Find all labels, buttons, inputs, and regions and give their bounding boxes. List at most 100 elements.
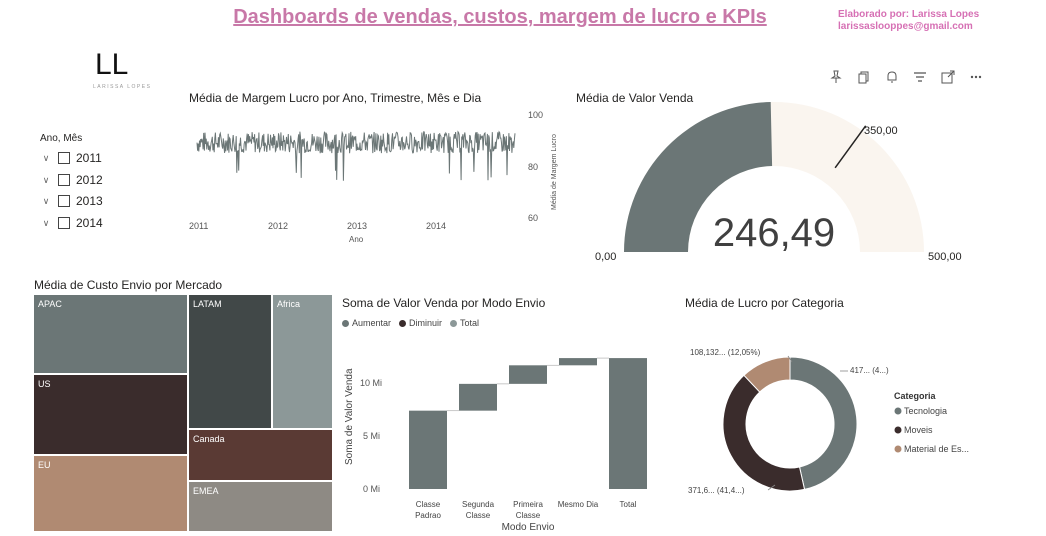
donut-data-label: 371,6... (41,4...) [688,486,745,495]
author-info: Elaborado por: Larissa Lopes larissasloo… [838,9,979,33]
logo-mark: LL [95,48,128,81]
treemap-cell-africa[interactable]: Africa [273,295,334,430]
waterfall-bar[interactable] [509,365,547,384]
legend-label: Diminuir [409,318,443,328]
treemap-cell-canada[interactable]: Canada [189,430,334,482]
leader-line [787,355,793,363]
treemap-label: LATAM [193,299,222,309]
logo: LL LARISSA LOPES [85,36,155,92]
dashboard-title: Dashboards de vendas, custos, margem de … [233,6,767,28]
donut-chart[interactable]: 108,132... (12,05%) 417... (4...) 371,6.… [680,340,1046,510]
slicer-item-label: 2014 [76,216,103,230]
expand-icon[interactable] [940,70,956,86]
filter-icon[interactable] [912,70,928,86]
chevron-down-icon[interactable]: ∨ [42,152,50,163]
checkbox[interactable] [58,174,70,186]
donut-legend-item[interactable]: Tecnologia [904,406,947,416]
waterfall-bar[interactable] [609,358,647,489]
waterfall-bar[interactable] [409,410,447,489]
gauge-chart[interactable]: 246,49 0,00 500,00 350,00 [590,100,990,270]
waterfall-legend: Aumentar Diminuir Total [342,318,479,328]
bell-icon[interactable] [884,70,900,86]
checkbox[interactable] [58,217,70,229]
x-tick: Mesmo Dia [558,500,599,509]
legend-item-diminuir[interactable]: Diminuir [399,318,442,328]
logo-ring-text: LARISSA LOPES [93,84,151,90]
visual-toolbar [828,70,984,86]
line-chart-title: Média de Margem Lucro por Ano, Trimestre… [189,91,482,105]
legend-label: Aumentar [352,318,392,328]
donut-legend-title: Categoria [894,391,937,401]
legend-dot [450,319,458,327]
treemap-cell-us[interactable]: US [34,375,189,456]
treemap-label: Canada [193,434,225,444]
waterfall-bar[interactable] [459,383,497,411]
x-tick: Total [620,500,637,509]
donut-data-label: 108,132... (12,05%) [690,348,761,357]
x-tick: 2014 [426,221,446,231]
treemap-cell-apac[interactable]: APAC [34,295,189,375]
donut-title: Média de Lucro por Categoria [685,296,844,310]
treemap-chart[interactable]: APAC US EU LATAM Africa Canada EMEA [34,295,334,533]
gauge-value: 246,49 [713,211,835,255]
legend-dot [894,445,902,453]
x-axis-label: Ano [349,235,364,244]
treemap-title: Média de Custo Envio por Mercado [34,278,223,292]
more-icon[interactable] [968,70,984,86]
treemap-label: Africa [277,299,301,309]
slicer-item-2013[interactable]: ∨ 2013 [40,194,103,208]
pin-icon[interactable] [828,70,844,86]
donut-legend-item[interactable]: Material de Es... [904,444,969,454]
slicer-item-2012[interactable]: ∨ 2012 [40,173,103,187]
legend-dot [894,426,902,434]
gauge-target-marker [834,125,867,169]
waterfall-title: Soma de Valor Venda por Modo Envio [342,296,546,310]
x-tick: Segunda [462,500,495,509]
x-tick: 2011 [189,221,208,231]
legend-dot [399,319,407,327]
gauge-max-label: 500,00 [928,251,962,263]
slicer-item-label: 2013 [76,194,103,208]
chevron-down-icon[interactable]: ∨ [42,174,50,185]
legend-item-aumentar[interactable]: Aumentar [342,318,391,328]
x-tick: Classe [516,511,541,520]
treemap-cell-emea[interactable]: EMEA [189,482,334,533]
author-email: larissaslooppes@gmail.com [838,21,973,32]
waterfall-bar[interactable] [559,358,597,366]
legend-label: Total [460,318,480,328]
donut-legend-item[interactable]: Moveis [904,425,933,435]
donut-slice[interactable] [743,356,791,393]
donut-slice[interactable] [789,356,858,491]
slicer-item-label: 2012 [76,173,103,187]
donut-data-label: 417... (4...) [850,366,889,375]
slicer-item-2014[interactable]: ∨ 2014 [40,216,103,230]
copy-icon[interactable] [856,70,872,86]
gauge-min-label: 0,00 [595,251,616,263]
donut-slice[interactable] [722,374,806,492]
treemap-label: EMEA [193,486,219,496]
line-chart[interactable]: 2011 2012 2013 2014 Ano 100 80 60 Média … [185,108,575,248]
slicer-item-2011[interactable]: ∨ 2011 [40,151,102,165]
treemap-label: US [38,379,51,389]
y-tick: 0 Mi [363,484,380,494]
treemap-cell-eu[interactable]: EU [34,456,189,533]
x-tick: 2012 [268,221,288,231]
chevron-down-icon[interactable]: ∨ [42,217,50,228]
treemap-cell-latam[interactable]: LATAM [189,295,273,430]
gauge-title: Média de Valor Venda [576,91,694,105]
slicer-item-label: 2011 [76,151,102,165]
x-tick: 2013 [347,221,367,231]
x-tick: Primeira [513,500,543,509]
line-series [196,130,516,181]
chevron-down-icon[interactable]: ∨ [42,195,50,206]
legend-item-total[interactable]: Total [450,318,479,328]
gauge-target-label: 350,00 [864,125,898,137]
y-tick: 5 Mi [363,431,380,441]
treemap-label: EU [38,460,51,470]
leader-line [767,484,776,491]
waterfall-chart[interactable]: Soma de Valor Venda 10 Mi 5 Mi 0 Mi Clas… [338,335,658,535]
checkbox[interactable] [58,152,70,164]
slicer-title: Ano, Mês [40,133,83,144]
treemap-label: APAC [38,299,62,309]
checkbox[interactable] [58,195,70,207]
